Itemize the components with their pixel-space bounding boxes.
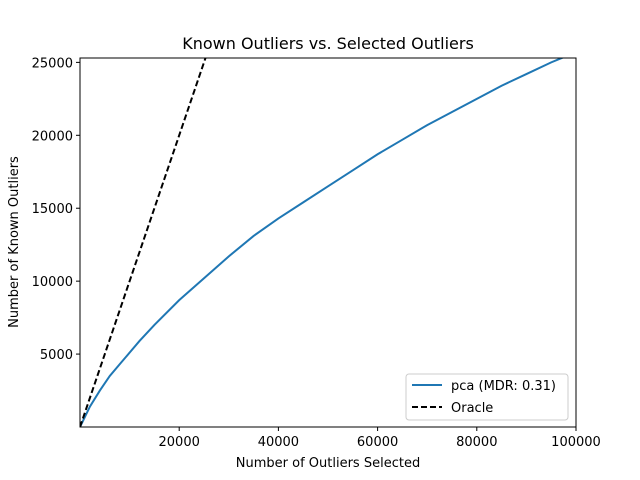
y-tick-label: 25000 (32, 56, 73, 71)
x-tick-label: 80000 (456, 435, 497, 450)
y-tick-label: 5000 (40, 348, 73, 363)
legend-label-oracle: Oracle (451, 401, 493, 416)
series-line-pca (80, 58, 565, 427)
plot-frame (79, 57, 577, 428)
x-tick-label: 60000 (357, 435, 398, 450)
legend-label-pca: pca (MDR: 0.31) (451, 379, 556, 394)
x-axis-ticks: 20000 40000 60000 80000 100000 (159, 427, 601, 450)
y-tick-label: 15000 (32, 202, 73, 217)
y-tick-label: 10000 (32, 275, 73, 290)
plot-lines (80, 58, 565, 427)
x-axis-label: Number of Outliers Selected (236, 456, 420, 471)
y-tick-label: 20000 (32, 129, 73, 144)
y-axis-ticks: 5000 10000 15000 20000 25000 (32, 56, 80, 363)
legend: pca (MDR: 0.31) Oracle (405, 373, 569, 421)
x-tick-label: 20000 (159, 435, 200, 450)
y-axis-label: Number of Known Outliers (7, 156, 22, 328)
chart-title: Known Outliers vs. Selected Outliers (182, 34, 474, 53)
legend-box (405, 373, 569, 421)
x-tick-label: 40000 (258, 435, 299, 450)
x-tick-label: 100000 (551, 435, 601, 450)
series-line-oracle (80, 58, 207, 427)
